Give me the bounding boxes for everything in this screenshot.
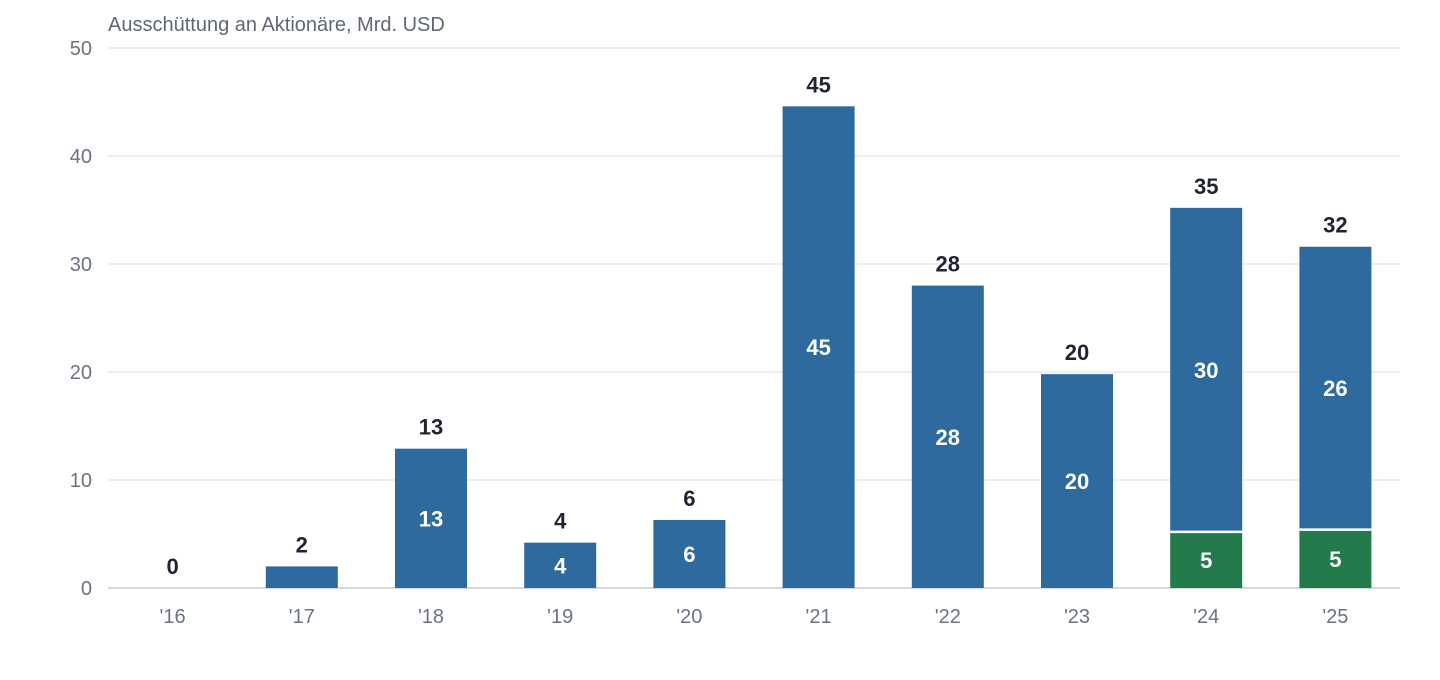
bar-segment-label: 20 <box>1065 469 1089 494</box>
bar-segment <box>782 106 855 588</box>
bar-segment-label: 26 <box>1323 376 1347 401</box>
x-tick-label: '19 <box>547 606 573 628</box>
x-tick-label: '24 <box>1193 606 1219 628</box>
y-axis-title: Ausschüttung an Aktionäre, Mrd. USD <box>108 14 445 36</box>
x-tick-label: '17 <box>289 606 315 628</box>
y-tick-label: 40 <box>70 146 92 168</box>
bar-segment <box>265 566 338 588</box>
bar-total-label: 45 <box>806 72 830 97</box>
bar-total-label: 2 <box>296 532 308 557</box>
bar-segment-label: 13 <box>419 506 443 531</box>
x-tick-label: '25 <box>1322 606 1348 628</box>
bar-total-label: 6 <box>683 486 695 511</box>
bar-segment <box>653 519 726 588</box>
x-tick-label: '16 <box>160 606 186 628</box>
bar-total-label: 35 <box>1194 174 1218 199</box>
bar-segment <box>1299 246 1372 530</box>
bar-segment-label: 28 <box>936 425 960 450</box>
y-tick-label: 10 <box>70 470 92 492</box>
bar-total-label: 32 <box>1323 213 1347 238</box>
bar-segment-label: 30 <box>1194 358 1218 383</box>
bar-total-label: 0 <box>166 554 178 579</box>
bar-segment <box>1299 529 1372 588</box>
bar-segment <box>1041 374 1113 588</box>
bar-segment-label: 6 <box>683 542 695 567</box>
bar-total-label: 20 <box>1065 340 1089 365</box>
bar-total-label: 4 <box>554 509 567 534</box>
bar-segment-label: 5 <box>1329 547 1341 572</box>
bar-total-label: 28 <box>936 252 960 277</box>
y-tick-label: 20 <box>70 362 92 384</box>
bar-total-label: 13 <box>419 415 443 440</box>
bar-segment <box>524 542 597 588</box>
bar-segment-label: 4 <box>554 553 567 578</box>
x-tick-label: '20 <box>676 606 702 628</box>
bar-segment <box>911 285 984 588</box>
bar-segment-label: 5 <box>1200 548 1212 573</box>
x-tick-label: '18 <box>418 606 444 628</box>
bar-segment <box>1170 531 1243 588</box>
x-tick-label: '23 <box>1064 606 1090 628</box>
bar-segment-label: 45 <box>806 335 830 360</box>
y-tick-label: 50 <box>70 38 92 60</box>
x-tick-label: '21 <box>806 606 832 628</box>
x-tick-label: '22 <box>935 606 961 628</box>
bar-segment <box>395 448 467 588</box>
y-tick-label: 30 <box>70 254 92 276</box>
y-tick-label: 0 <box>81 578 92 600</box>
bar-segment <box>1170 207 1243 532</box>
